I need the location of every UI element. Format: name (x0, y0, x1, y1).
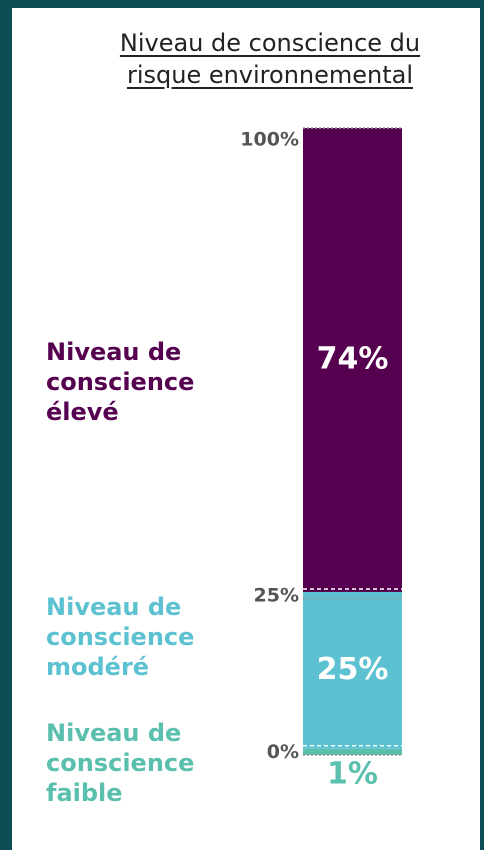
y-tick-label: 100% (240, 129, 299, 151)
chart-title: Niveau de conscience du risque environne… (119, 29, 421, 89)
y-tick-label: 25% (254, 584, 299, 606)
legend-label: Niveau de conscience faible (46, 719, 195, 807)
value-label: 74% (317, 341, 389, 376)
y-tick-label: 0% (267, 741, 299, 763)
bar-segment (303, 128, 402, 592)
value-label: 25% (317, 652, 389, 687)
legend-label: Niveau de conscience modéré (46, 593, 195, 681)
value-label: 1% (327, 757, 378, 792)
legend-label: Niveau de conscience élevé (46, 338, 195, 426)
bar-segment (303, 591, 402, 749)
bar-segment (303, 748, 402, 755)
